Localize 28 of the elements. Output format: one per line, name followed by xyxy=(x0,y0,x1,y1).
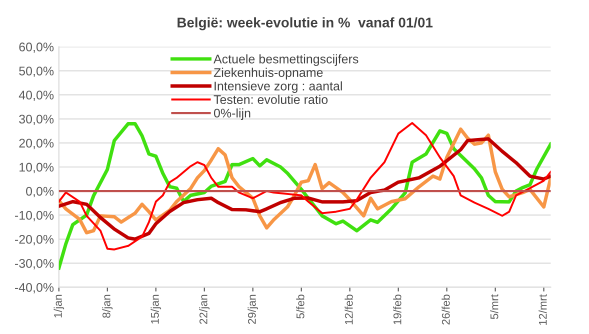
y-tick-label: 20,0% xyxy=(19,138,54,150)
x-tick-label: 22/jan xyxy=(199,294,210,324)
x-tick-label: 19/feb xyxy=(393,294,402,324)
y-tick-label: 0,0% xyxy=(26,186,54,198)
y-tick-label: -30,0% xyxy=(14,258,54,270)
x-tick-label: 29/jan xyxy=(248,294,258,324)
x-tick-label: 26/feb xyxy=(442,294,450,325)
y-tick-label: 40,0% xyxy=(18,90,54,101)
legend-label: 0%-lijn xyxy=(214,108,250,120)
x-tick-label: 15/jan xyxy=(150,294,162,324)
legend-label: Testen: evolutie ratio xyxy=(214,94,328,104)
y-tick-label: -10,0% xyxy=(14,210,54,222)
x-tick-label: 8/jan xyxy=(102,294,113,318)
y-tick-label: 30,0% xyxy=(19,114,54,126)
x-tick-label: 12/mrt xyxy=(538,294,547,325)
y-tick-label: 60,0% xyxy=(19,42,54,53)
y-tick-label: -20,0% xyxy=(14,234,54,246)
x-tick-label: 1/jan xyxy=(54,294,64,318)
x-tick-label: 12/feb xyxy=(344,294,353,324)
legend-label: Intensieve zorg : aantal xyxy=(214,81,342,93)
y-tick-label: -40,0% xyxy=(14,283,54,294)
y-tick-label: 10,0% xyxy=(20,162,54,174)
legend-label: Ziekenhuis-opname xyxy=(214,68,323,80)
y-tick-label: 50,0% xyxy=(19,66,54,77)
x-tick-label: 5/feb xyxy=(296,294,304,318)
x-tick-label: 5/mrt xyxy=(490,294,498,320)
chart-title: België: week-evolutie in % vanaf 01/01 xyxy=(178,17,433,30)
legend-label: Actuele besmettingscijfers xyxy=(214,54,358,66)
